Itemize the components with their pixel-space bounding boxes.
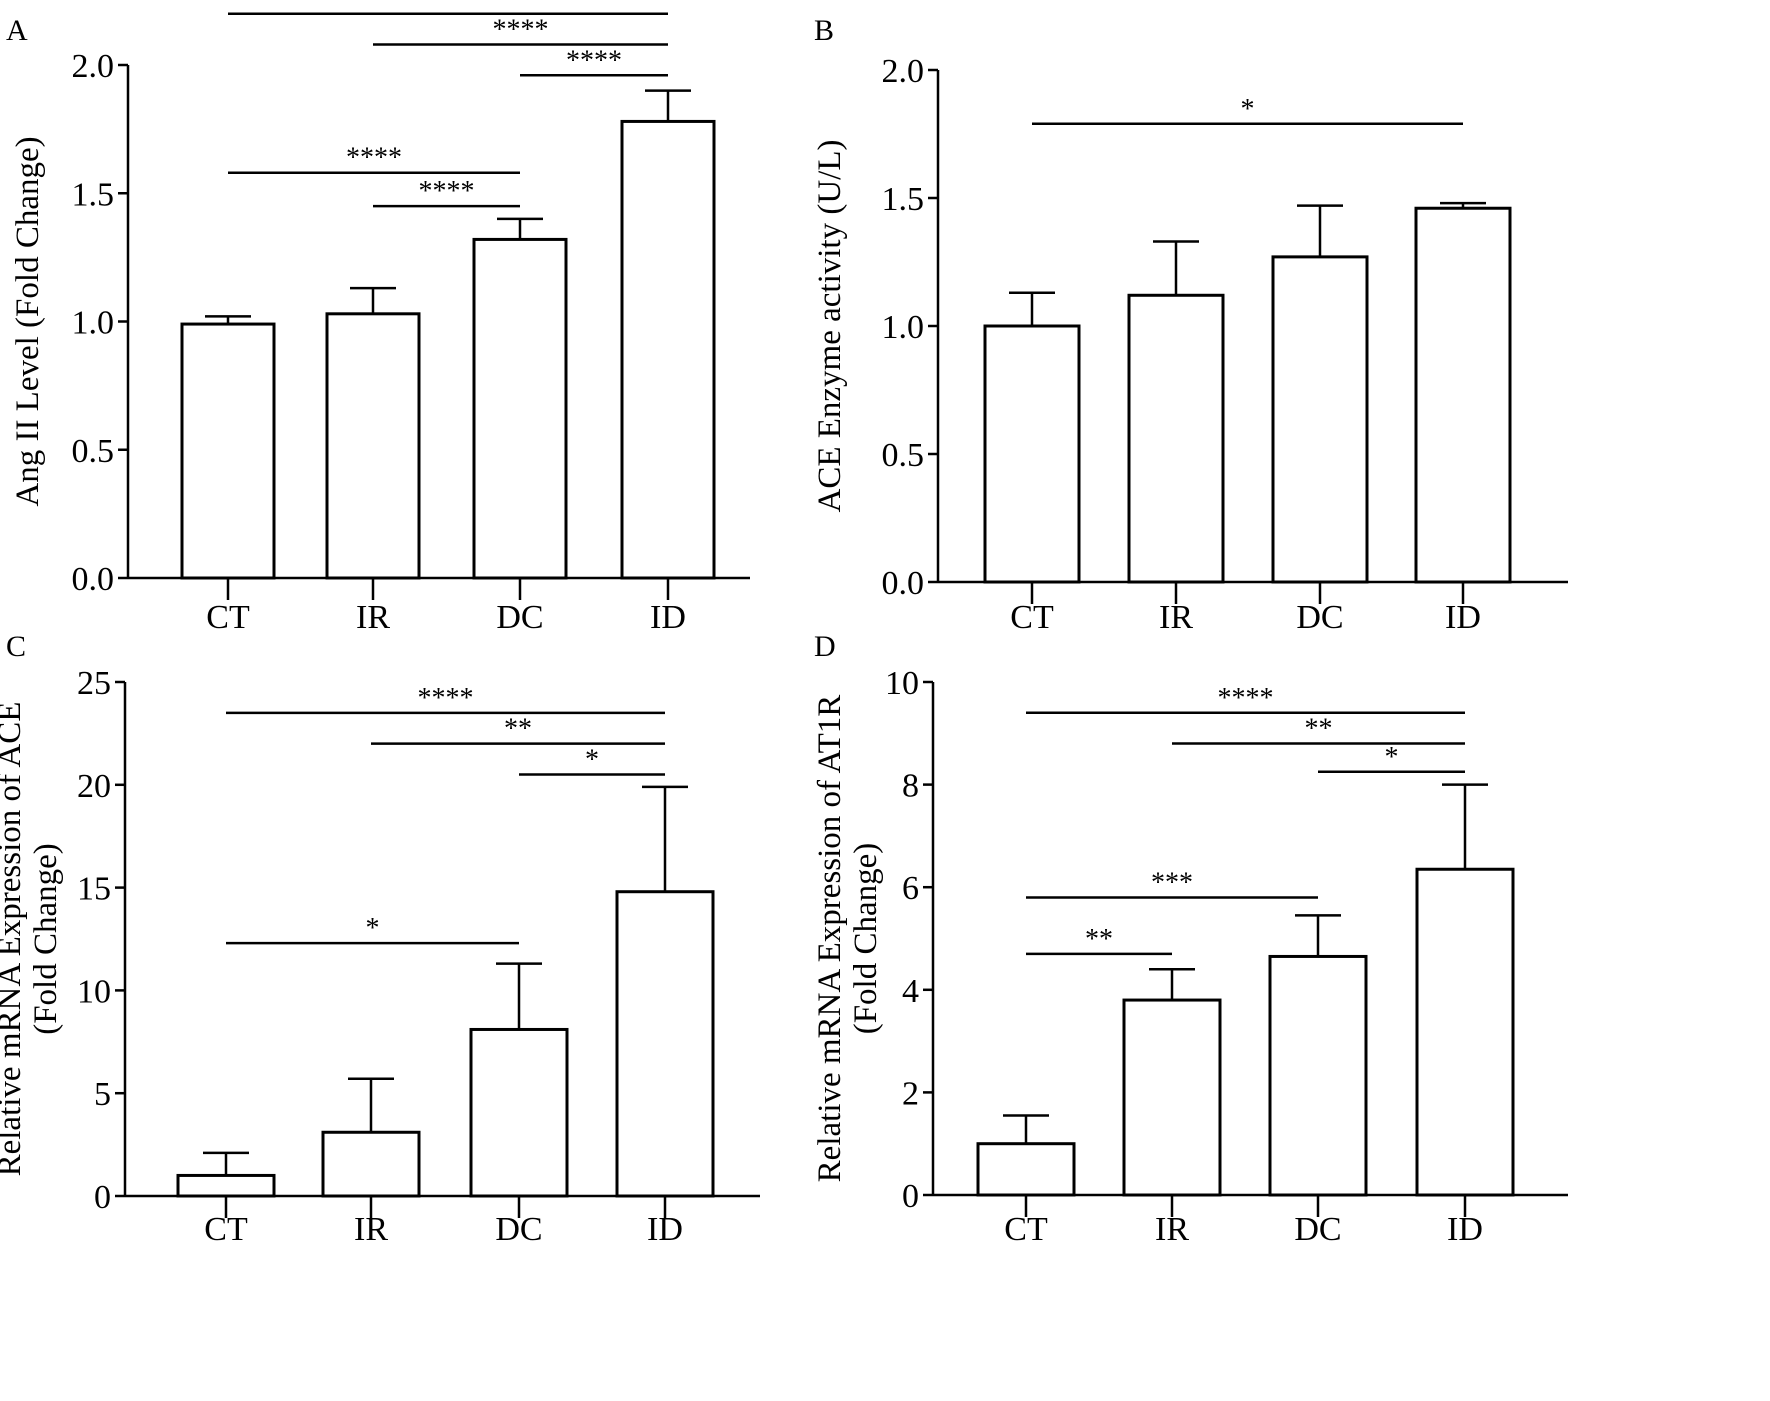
category-label: CT: [204, 1211, 248, 1248]
significance-label: *: [1385, 742, 1399, 773]
panel-c: C 0 5 10 15 20 25 CT IR DC ID Relative mRNA Express…: [0, 630, 760, 1248]
category-label: IR: [1159, 599, 1193, 636]
y-tick-label: 1.5: [72, 176, 115, 213]
category-label: DC: [1296, 599, 1343, 636]
bar-ir: [1127, 293, 1225, 584]
y-axis-title: Relative mRNA Expression of AT1R: [812, 695, 848, 1183]
y-tick-label: 1.5: [882, 181, 925, 218]
bar-ct: [983, 324, 1081, 584]
category-label: DC: [495, 1211, 542, 1248]
significance-label: ****: [419, 176, 475, 207]
bar-id: [615, 890, 715, 1198]
category-label: IR: [1155, 1211, 1189, 1248]
significance-label: ***: [1151, 867, 1193, 898]
y-axis-title: Relative mRNA Expression of ACE: [0, 702, 28, 1177]
y-tick-label: 0: [94, 1179, 111, 1216]
y-tick-label: 4: [902, 973, 919, 1010]
y-tick-label: 1.0: [882, 309, 925, 346]
y-axis-title: Ang II Level (Fold Change): [10, 136, 46, 506]
significance-label: *: [366, 913, 380, 944]
panel-a: A 0.0 0.5 1.0 1.5 2.0 CT IR DC ID Ang II Level (Fo…: [6, 0, 750, 636]
y-axis-title: ACE Enzyme activity (U/L): [812, 140, 848, 513]
y-axis-title: (Fold Change): [848, 843, 884, 1035]
panel-b: B 0.0 0.5 1.0 1.5 2.0 CT IR DC ID ACE Enzyme activ…: [812, 14, 1568, 636]
y-tick-label: 2.0: [72, 48, 115, 85]
bar-dc: [472, 237, 568, 580]
category-label: CT: [1004, 1211, 1048, 1248]
y-tick-label: 5: [94, 1076, 111, 1113]
y-tick-label: 25: [77, 665, 111, 702]
y-tick-label: 6: [902, 870, 919, 907]
bar-id: [1414, 206, 1512, 584]
category-label: CT: [1010, 599, 1054, 636]
category-label: DC: [496, 599, 543, 636]
y-tick-label: 0: [902, 1178, 919, 1215]
category-label: IR: [356, 599, 390, 636]
significance-label: **: [504, 714, 532, 745]
category-label: ID: [647, 1211, 683, 1248]
significance-label: **: [1305, 714, 1333, 745]
y-tick-label: 0.5: [882, 437, 925, 474]
y-axis-title: (Fold Change): [28, 843, 64, 1035]
y-tick-label: 2.0: [882, 53, 925, 90]
category-label: IR: [354, 1211, 388, 1248]
y-tick-label: 0.0: [882, 565, 925, 602]
significance-label: ****: [418, 683, 474, 714]
panel-letter: C: [6, 630, 26, 663]
bar-ct: [976, 1142, 1076, 1197]
y-tick-label: 0.0: [72, 561, 115, 598]
significance-label: ****: [566, 45, 622, 76]
y-tick-label: 15: [77, 871, 111, 908]
significance-label: ****: [493, 14, 549, 45]
category-label: ID: [650, 599, 686, 636]
significance-label: ****: [346, 143, 402, 174]
y-tick-label: 1.0: [72, 305, 115, 342]
significance-label: ****: [1218, 683, 1274, 714]
panel-d: D 0 2 4 6 8 10 CT IR DC ID Relative mRNA Expression…: [812, 630, 1568, 1248]
bar-id: [1415, 867, 1515, 1197]
bar-id: [620, 119, 716, 580]
bar-ir: [1122, 998, 1222, 1197]
significance-label: *: [1241, 94, 1255, 125]
panel-letter: A: [6, 14, 28, 47]
panel-letter: B: [814, 14, 834, 47]
significance-label: ****: [420, 0, 476, 15]
y-tick-label: 8: [902, 768, 919, 805]
panel-letter: D: [814, 630, 836, 663]
y-tick-label: 0.5: [72, 433, 115, 470]
significance-label: **: [1085, 924, 1113, 955]
bar-ct: [180, 322, 276, 580]
y-tick-label: 10: [77, 973, 111, 1010]
bar-ir: [321, 1130, 421, 1198]
y-tick-label: 2: [902, 1075, 919, 1112]
significance-label: *: [585, 745, 599, 776]
bar-ct: [176, 1173, 276, 1198]
category-label: CT: [206, 599, 250, 636]
bar-ir: [325, 312, 421, 580]
bar-dc: [469, 1027, 569, 1198]
category-label: ID: [1445, 599, 1481, 636]
bar-dc: [1268, 954, 1368, 1197]
category-label: ID: [1447, 1211, 1483, 1248]
y-tick-label: 20: [77, 768, 111, 805]
bar-dc: [1271, 255, 1369, 584]
y-tick-label: 10: [885, 665, 919, 702]
category-label: DC: [1294, 1211, 1341, 1248]
